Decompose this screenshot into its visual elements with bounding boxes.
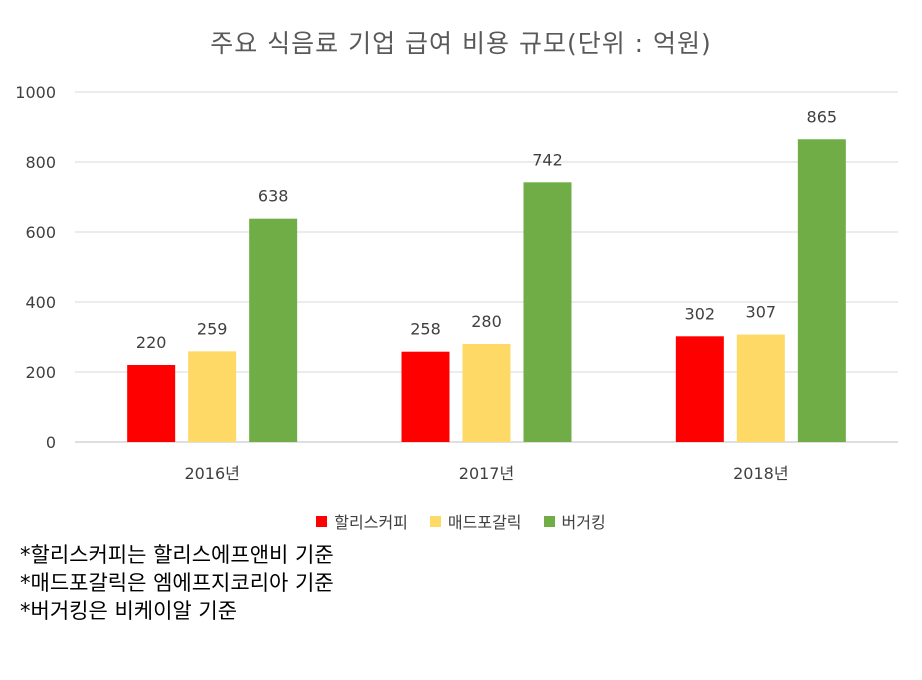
legend-label-hollys: 할리스커피	[334, 513, 408, 532]
legend-label-burgerking: 버거킹	[561, 513, 606, 532]
footnote-hollys: *할리스커피는 할리스에프앤비 기준	[20, 543, 334, 567]
bar	[462, 344, 511, 442]
legend-swatch-burgerking	[543, 515, 555, 527]
data-label: 259	[197, 319, 228, 338]
legend-swatch-madforgarlic	[429, 515, 441, 527]
bar-chart: 0 200 400 600 800 1000 220 259 638 2016년 258 280 742…	[15, 83, 898, 483]
bar	[675, 336, 724, 442]
data-label: 258	[410, 320, 441, 339]
y-tick-label: 200	[25, 363, 56, 382]
bar	[401, 351, 450, 442]
chart-title: 주요 식음료 기업 급여 비용 규모(단위 : 억원)	[210, 29, 712, 58]
y-tick-label: 800	[25, 153, 56, 172]
data-label: 865	[807, 107, 838, 126]
y-tick-label: 0	[46, 433, 56, 452]
x-tick-label: 2018년	[733, 464, 788, 483]
x-tick-label: 2017년	[459, 464, 514, 483]
chart-legend: 할리스커피 매드포갈릭 버거킹	[0, 509, 922, 533]
data-label: 742	[532, 150, 563, 169]
data-label: 220	[136, 333, 167, 352]
bar	[523, 182, 572, 443]
x-tick-label: 2016년	[184, 464, 239, 483]
footnotes: *할리스커피는 할리스에프앤비 기준 *매드포갈릭은 엠에프지코리아 기준 *버…	[20, 541, 334, 625]
legend-item-burgerking: 버거킹	[543, 509, 606, 533]
data-label: 638	[258, 187, 289, 206]
legend-item-hollys: 할리스커피	[316, 509, 408, 533]
legend-label-madforgarlic: 매드포갈릭	[447, 513, 522, 532]
data-label: 307	[746, 303, 777, 322]
legend-swatch-hollys	[316, 515, 328, 527]
bar	[797, 139, 846, 442]
y-tick-label: 600	[25, 223, 56, 242]
data-label: 280	[471, 312, 502, 331]
footnote-burgerking: *버거킹은 비케이알 기준	[20, 599, 238, 623]
legend-item-madforgarlic: 매드포갈릭	[429, 509, 522, 533]
data-label: 302	[685, 304, 716, 323]
y-tick-label: 1000	[15, 83, 56, 102]
bar	[249, 218, 298, 442]
footnote-madforgarlic: *매드포갈릭은 엠에프지코리아 기준	[20, 571, 334, 595]
y-tick-label: 400	[25, 293, 56, 312]
bar	[188, 351, 237, 442]
bar	[127, 365, 176, 442]
bar	[736, 334, 785, 442]
